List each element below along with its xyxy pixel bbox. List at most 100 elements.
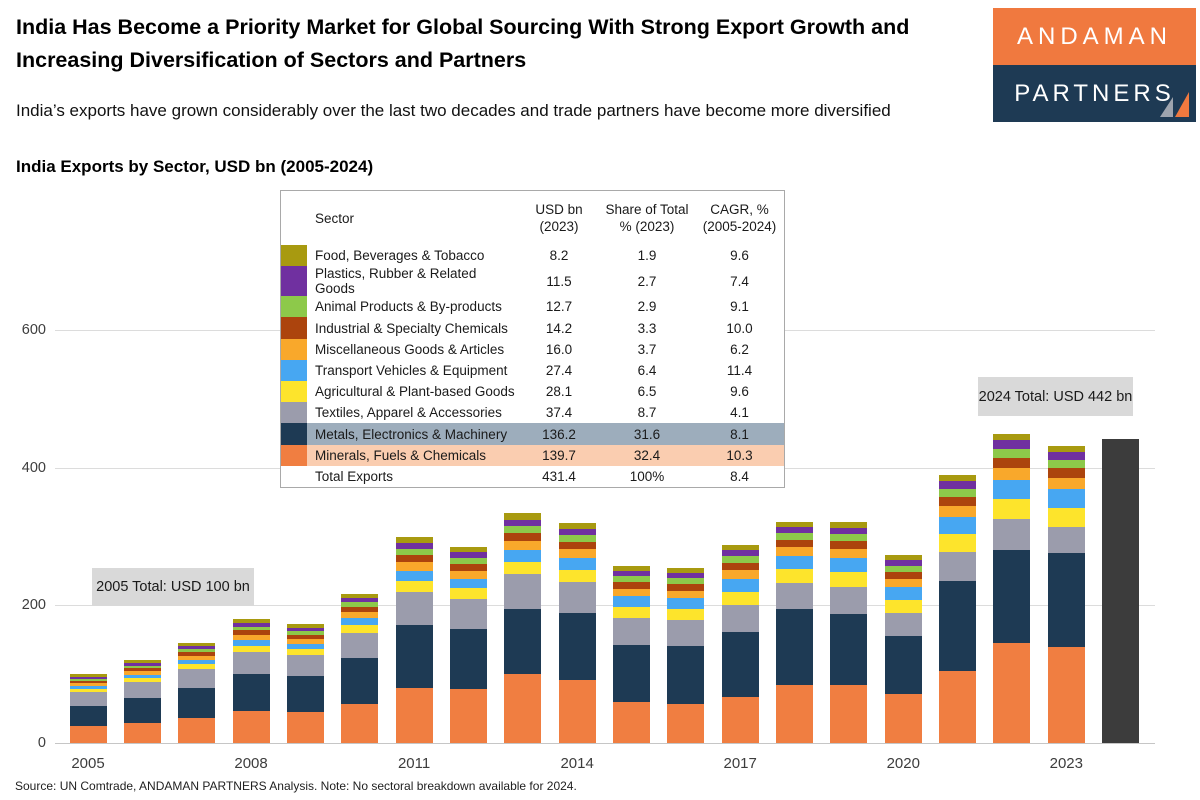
cell-usd-bn: 139.7 bbox=[542, 447, 576, 463]
annotation-2005-total-text: 2005 Total: USD 100 bn bbox=[96, 579, 250, 595]
bar-2015 bbox=[613, 566, 650, 743]
segment-2016-miscellaneous-goods-articles bbox=[667, 590, 705, 599]
bar-2009 bbox=[286, 623, 324, 743]
x-axis-label-2017: 2017 bbox=[723, 755, 757, 772]
table-header-row: Sector USD bn (2023) Share of Total % (2… bbox=[281, 191, 784, 245]
segment-2018-miscellaneous-goods-articles bbox=[776, 547, 814, 557]
segment-2023-transport-vehicles-equipment bbox=[1047, 489, 1085, 508]
segment-2018-agricultural-plant-based-goods bbox=[776, 569, 814, 583]
segment-2017-plastics-rubber-related-goods bbox=[721, 549, 759, 557]
segment-2010-animal-products-by-products bbox=[341, 602, 379, 607]
cell-sector: Miscellaneous Goods & Articles bbox=[315, 341, 505, 357]
segment-2012-transport-vehicles-equipment bbox=[449, 578, 487, 589]
y-axis-label-0: 0 bbox=[37, 735, 46, 751]
segment-2007-miscellaneous-goods-articles bbox=[178, 655, 216, 661]
subtitle: India’s exports have grown considerably … bbox=[16, 101, 891, 120]
logo-wordmark-andaman: ANDAMAN bbox=[993, 8, 1196, 65]
segment-2008-industrial-specialty-chemicals bbox=[232, 630, 270, 635]
segment-2014-agricultural-plant-based-goods bbox=[558, 569, 596, 582]
sector-summary-table: Sector USD bn (2023) Share of Total % (2… bbox=[280, 190, 785, 488]
legend-chip-agricultural-plant-based-goods bbox=[281, 381, 307, 403]
segment-2021-textiles-apparel-accessories bbox=[939, 551, 977, 582]
segment-2020-miscellaneous-goods-articles bbox=[884, 579, 922, 588]
annotation-2005-total: 2005 Total: USD 100 bn bbox=[92, 568, 254, 606]
legend-chip-animal-products-by-products bbox=[281, 296, 307, 318]
cell-share: 2.9 bbox=[637, 299, 657, 315]
gridline-200 bbox=[55, 605, 1155, 607]
cell-share: 3.7 bbox=[637, 341, 657, 357]
segment-2006-agricultural-plant-based-goods bbox=[123, 678, 161, 682]
segment-2006-plastics-rubber-related-goods bbox=[123, 663, 161, 666]
table-header-cagr: CAGR, % (2005-2024) bbox=[702, 202, 777, 234]
bar-2016 bbox=[667, 568, 705, 743]
bar-2005 bbox=[69, 674, 107, 743]
segment-2010-agricultural-plant-based-goods bbox=[341, 625, 379, 633]
cell-usd-bn: 12.7 bbox=[545, 299, 573, 315]
segment-2020-food-beverages-tobacco bbox=[884, 555, 922, 560]
segment-2023-animal-products-by-products bbox=[1047, 459, 1085, 469]
company-logo: ANDAMAN PARTNERS bbox=[993, 8, 1196, 122]
legend-chip-textiles-apparel-accessories bbox=[281, 402, 307, 424]
segment-2019-metals-electronics-machinery bbox=[830, 614, 868, 686]
segment-2014-textiles-apparel-accessories bbox=[558, 581, 596, 614]
segment-2022-transport-vehicles-equipment bbox=[993, 480, 1031, 500]
page-title: India Has Become a Priority Market for G… bbox=[16, 11, 981, 77]
segment-2015-textiles-apparel-accessories bbox=[613, 617, 650, 646]
segment-2015-plastics-rubber-related-goods bbox=[613, 570, 650, 577]
cell-sector: Metals, Electronics & Machinery bbox=[315, 426, 508, 442]
cell-usd-bn: 431.4 bbox=[542, 468, 576, 484]
page-title-line2: Increasing Diversification of Sectors an… bbox=[16, 48, 527, 72]
segment-2021-food-beverages-tobacco bbox=[939, 475, 977, 482]
table-header-share: Share of Total % (2023) bbox=[605, 202, 689, 234]
cell-usd-bn: 136.2 bbox=[542, 426, 576, 442]
cell-share: 31.6 bbox=[633, 426, 661, 442]
logo-sails-icon bbox=[1160, 92, 1189, 117]
segment-2014-miscellaneous-goods-articles bbox=[558, 549, 596, 559]
segment-2010-plastics-rubber-related-goods bbox=[341, 598, 379, 603]
segment-2022-minerals-fuels-chemicals bbox=[993, 643, 1031, 743]
segment-2007-plastics-rubber-related-goods bbox=[178, 646, 216, 650]
segment-2015-food-beverages-tobacco bbox=[613, 566, 650, 571]
segment-2015-agricultural-plant-based-goods bbox=[613, 606, 650, 618]
segment-2009-textiles-apparel-accessories bbox=[286, 655, 324, 676]
segment-2009-animal-products-by-products bbox=[286, 631, 324, 635]
segment-2007-food-beverages-tobacco bbox=[178, 643, 216, 647]
segment-2017-food-beverages-tobacco bbox=[721, 544, 759, 550]
cell-cagr: 9.6 bbox=[730, 248, 749, 264]
segment-2009-miscellaneous-goods-articles bbox=[286, 638, 324, 644]
segment-2009-industrial-specialty-chemicals bbox=[286, 634, 324, 639]
cell-sector: Textiles, Apparel & Accessories bbox=[315, 405, 502, 421]
segment-2019-animal-products-by-products bbox=[830, 534, 868, 542]
segment-2010-miscellaneous-goods-articles bbox=[341, 612, 379, 619]
segment-2016-textiles-apparel-accessories bbox=[667, 620, 705, 646]
segment-2014-food-beverages-tobacco bbox=[558, 523, 596, 530]
segment-2007-textiles-apparel-accessories bbox=[178, 669, 216, 688]
segment-2023-minerals-fuels-chemicals bbox=[1047, 646, 1085, 743]
segment-2008-food-beverages-tobacco bbox=[232, 619, 270, 624]
segment-2019-transport-vehicles-equipment bbox=[830, 558, 868, 573]
segment-2018-minerals-fuels-chemicals bbox=[776, 685, 814, 743]
segment-2006-minerals-fuels-chemicals bbox=[123, 722, 161, 743]
segment-2008-minerals-fuels-chemicals bbox=[232, 711, 270, 743]
segment-2021-agricultural-plant-based-goods bbox=[939, 533, 977, 552]
cell-sector: Industrial & Specialty Chemicals bbox=[315, 320, 508, 336]
table-row-industrial-specialty-chemicals: Industrial & Specialty Chemicals 14.2 3.3 1… bbox=[281, 317, 784, 339]
segment-2019-textiles-apparel-accessories bbox=[830, 586, 868, 615]
cell-sector: Transport Vehicles & Equipment bbox=[315, 362, 508, 378]
y-axis-label-200: 200 bbox=[21, 597, 46, 614]
segment-2006-food-beverages-tobacco bbox=[123, 660, 161, 664]
segment-2017-metals-electronics-machinery bbox=[721, 632, 759, 698]
segment-2013-plastics-rubber-related-goods bbox=[504, 519, 542, 527]
segment-2007-animal-products-by-products bbox=[178, 649, 216, 653]
segment-2018-food-beverages-tobacco bbox=[776, 522, 814, 528]
segment-2010-transport-vehicles-equipment bbox=[341, 618, 379, 626]
segment-2008-miscellaneous-goods-articles bbox=[232, 634, 270, 641]
bar-2023 bbox=[1047, 446, 1085, 743]
cell-usd-bn: 11.5 bbox=[546, 273, 572, 289]
segment-2009-plastics-rubber-related-goods bbox=[286, 627, 324, 632]
bar-2019 bbox=[830, 522, 868, 743]
bar-2018 bbox=[776, 522, 814, 743]
cell-sector: Plastics, Rubber & Related Goods bbox=[315, 266, 477, 297]
segment-2017-minerals-fuels-chemicals bbox=[721, 697, 759, 743]
table-row-animal-products-by-products: Animal Products & By-products 12.7 2.9 9.1 bbox=[281, 296, 784, 318]
